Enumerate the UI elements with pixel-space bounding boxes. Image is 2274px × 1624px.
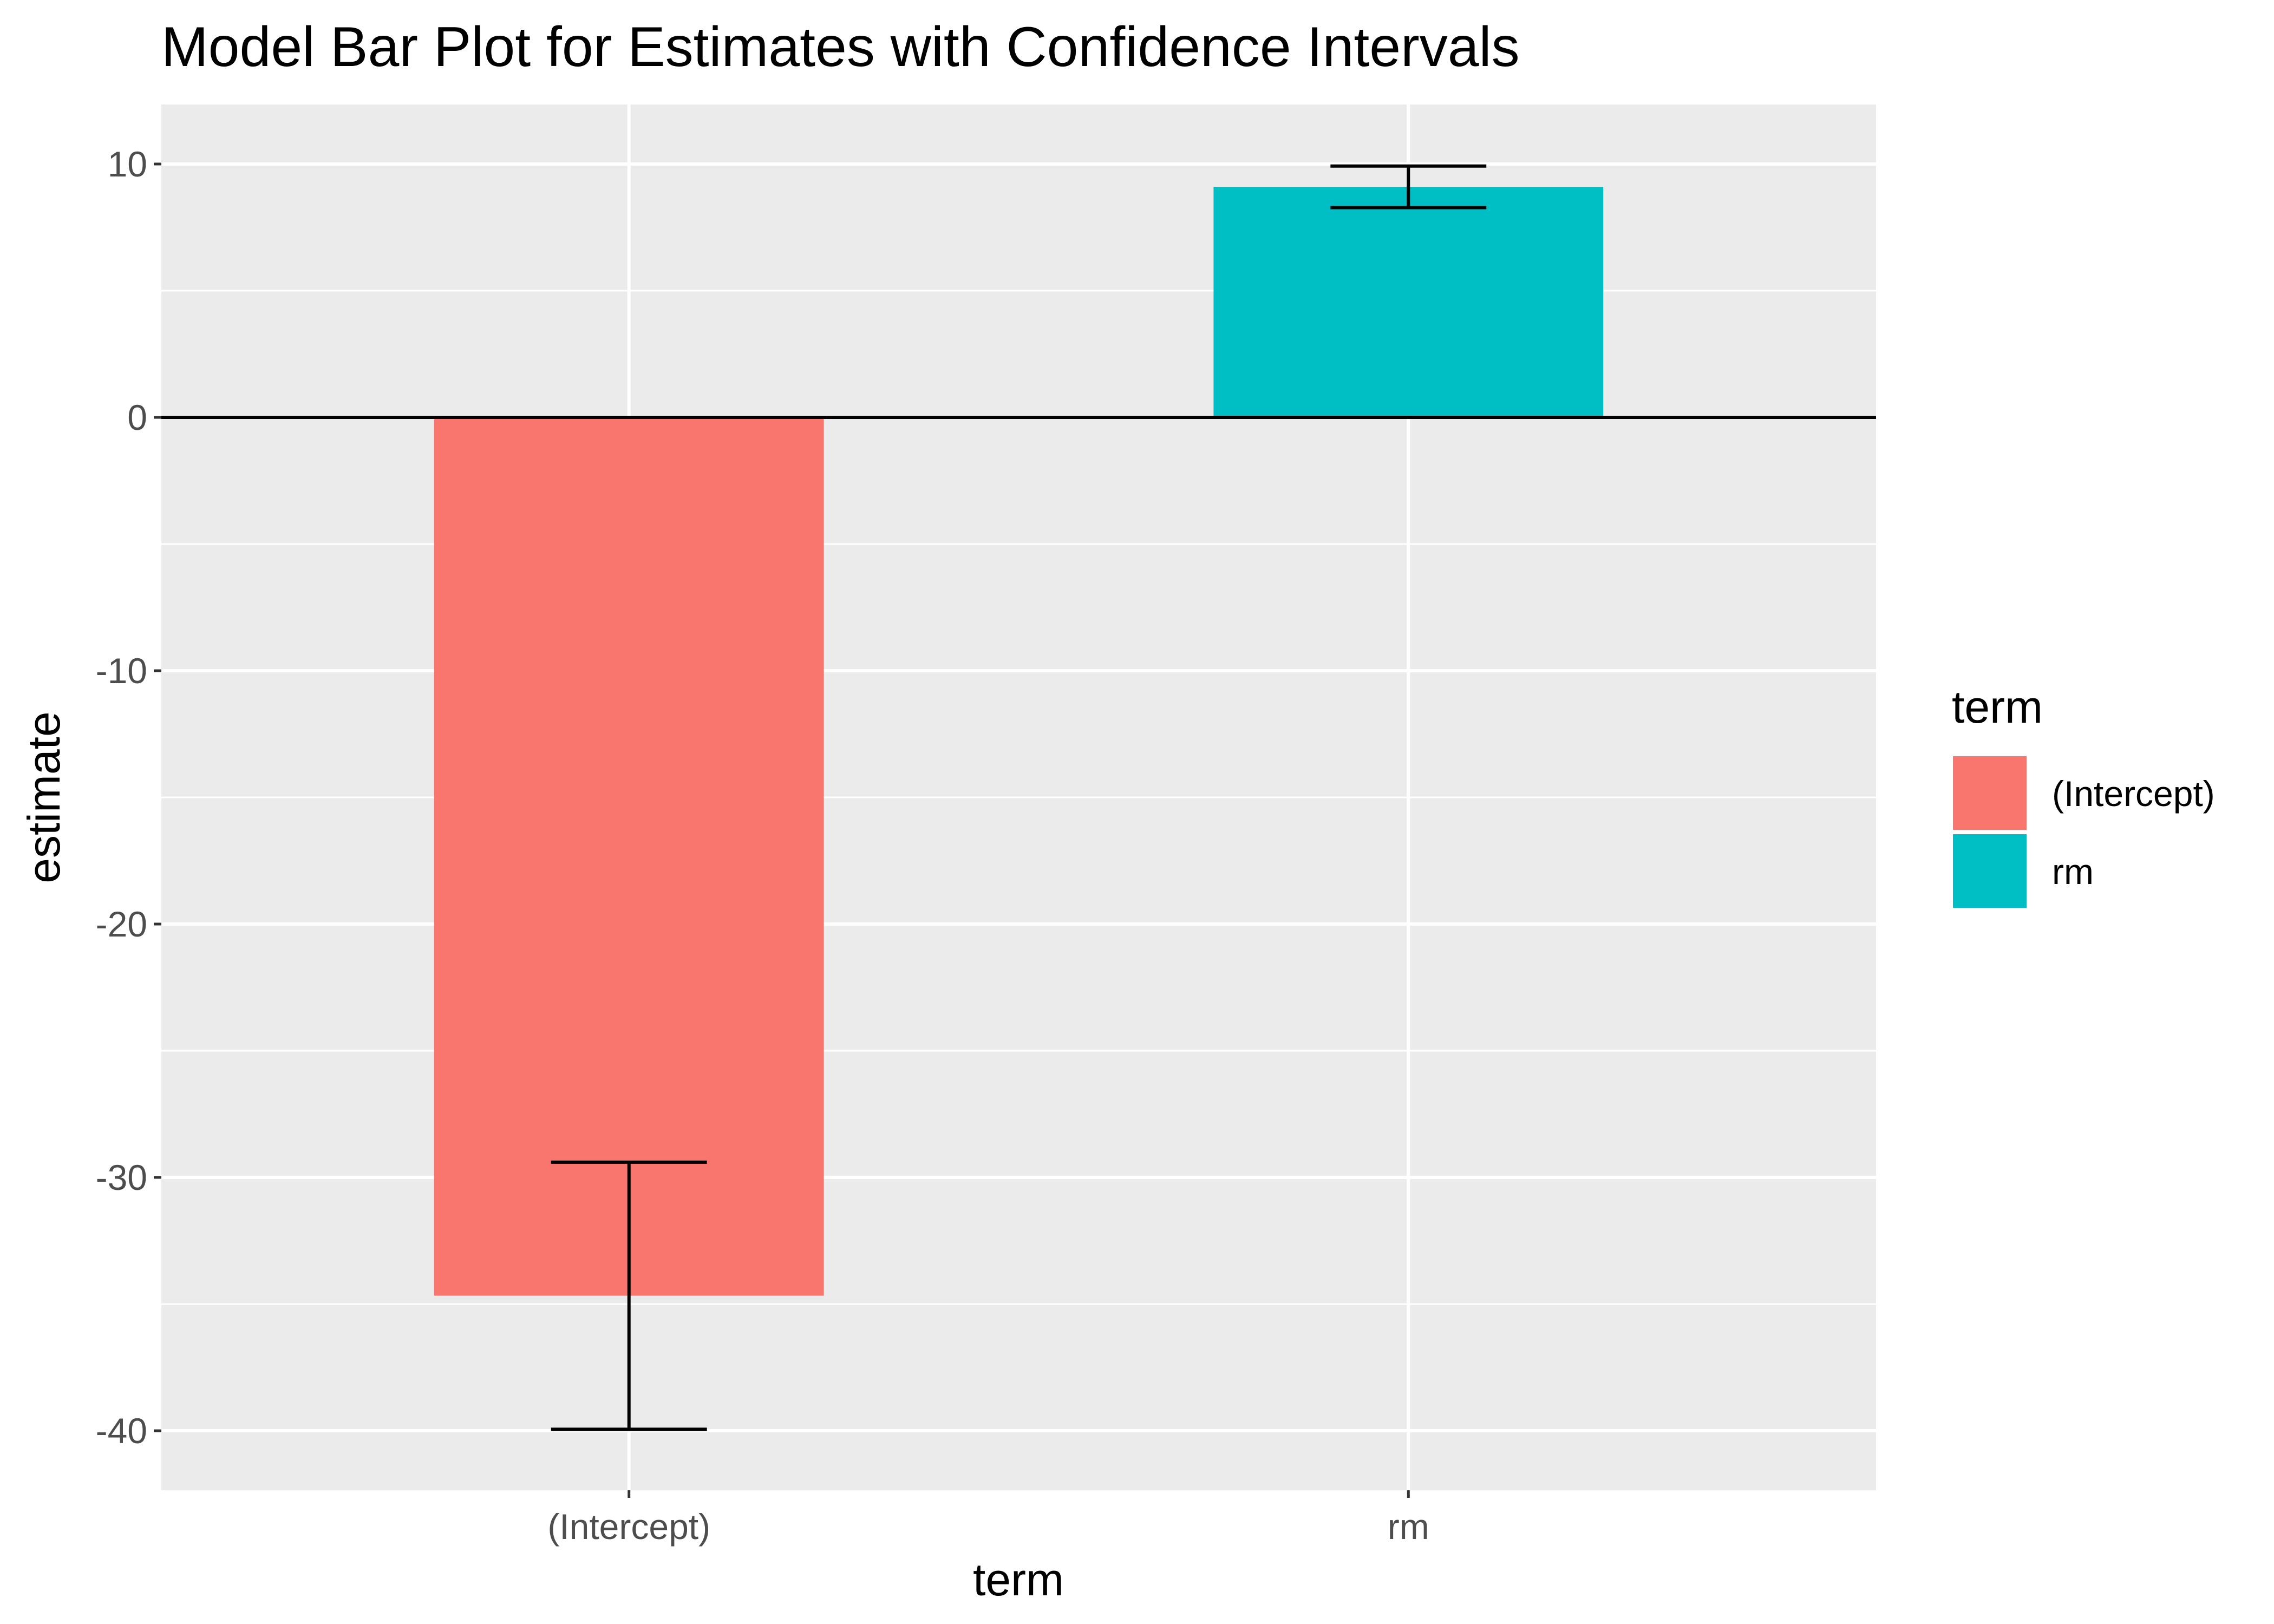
- error-bar: [1330, 164, 1487, 209]
- y-axis-ticks: -40 -30 -20 -10 0 10: [96, 144, 161, 1451]
- error-bar: [551, 1160, 707, 1431]
- bars: [434, 187, 1604, 1296]
- x-axis-title: term: [973, 1554, 1064, 1605]
- y-tick-label: -40: [96, 1411, 147, 1451]
- legend-key: [1951, 754, 2029, 832]
- legend-title: term: [1952, 682, 2043, 732]
- y-tick-label: 10: [108, 144, 147, 184]
- bar-intercept: [434, 417, 824, 1296]
- error-bars: [551, 164, 1487, 1431]
- y-tick-label: 0: [127, 397, 147, 437]
- y-tick-label: -30: [96, 1157, 147, 1197]
- bar-rm: [1213, 187, 1604, 417]
- chart-title: Model Bar Plot for Estimates with Confid…: [161, 16, 1520, 78]
- legend-key: [1951, 832, 2029, 910]
- x-axis-ticks: (Intercept) rm: [547, 1490, 1429, 1547]
- legend-label: rm: [2052, 852, 2094, 892]
- y-tick-label: -10: [96, 651, 147, 691]
- y-axis-title: estimate: [18, 711, 69, 883]
- x-tick-label: rm: [1388, 1507, 1429, 1547]
- x-tick-label: (Intercept): [547, 1507, 710, 1547]
- y-tick-label: -20: [96, 904, 147, 944]
- legend-label: (Intercept): [2052, 774, 2215, 814]
- legend-entries: (Intercept) rm: [1951, 754, 2215, 910]
- legend: term (Intercept) rm: [1951, 682, 2215, 910]
